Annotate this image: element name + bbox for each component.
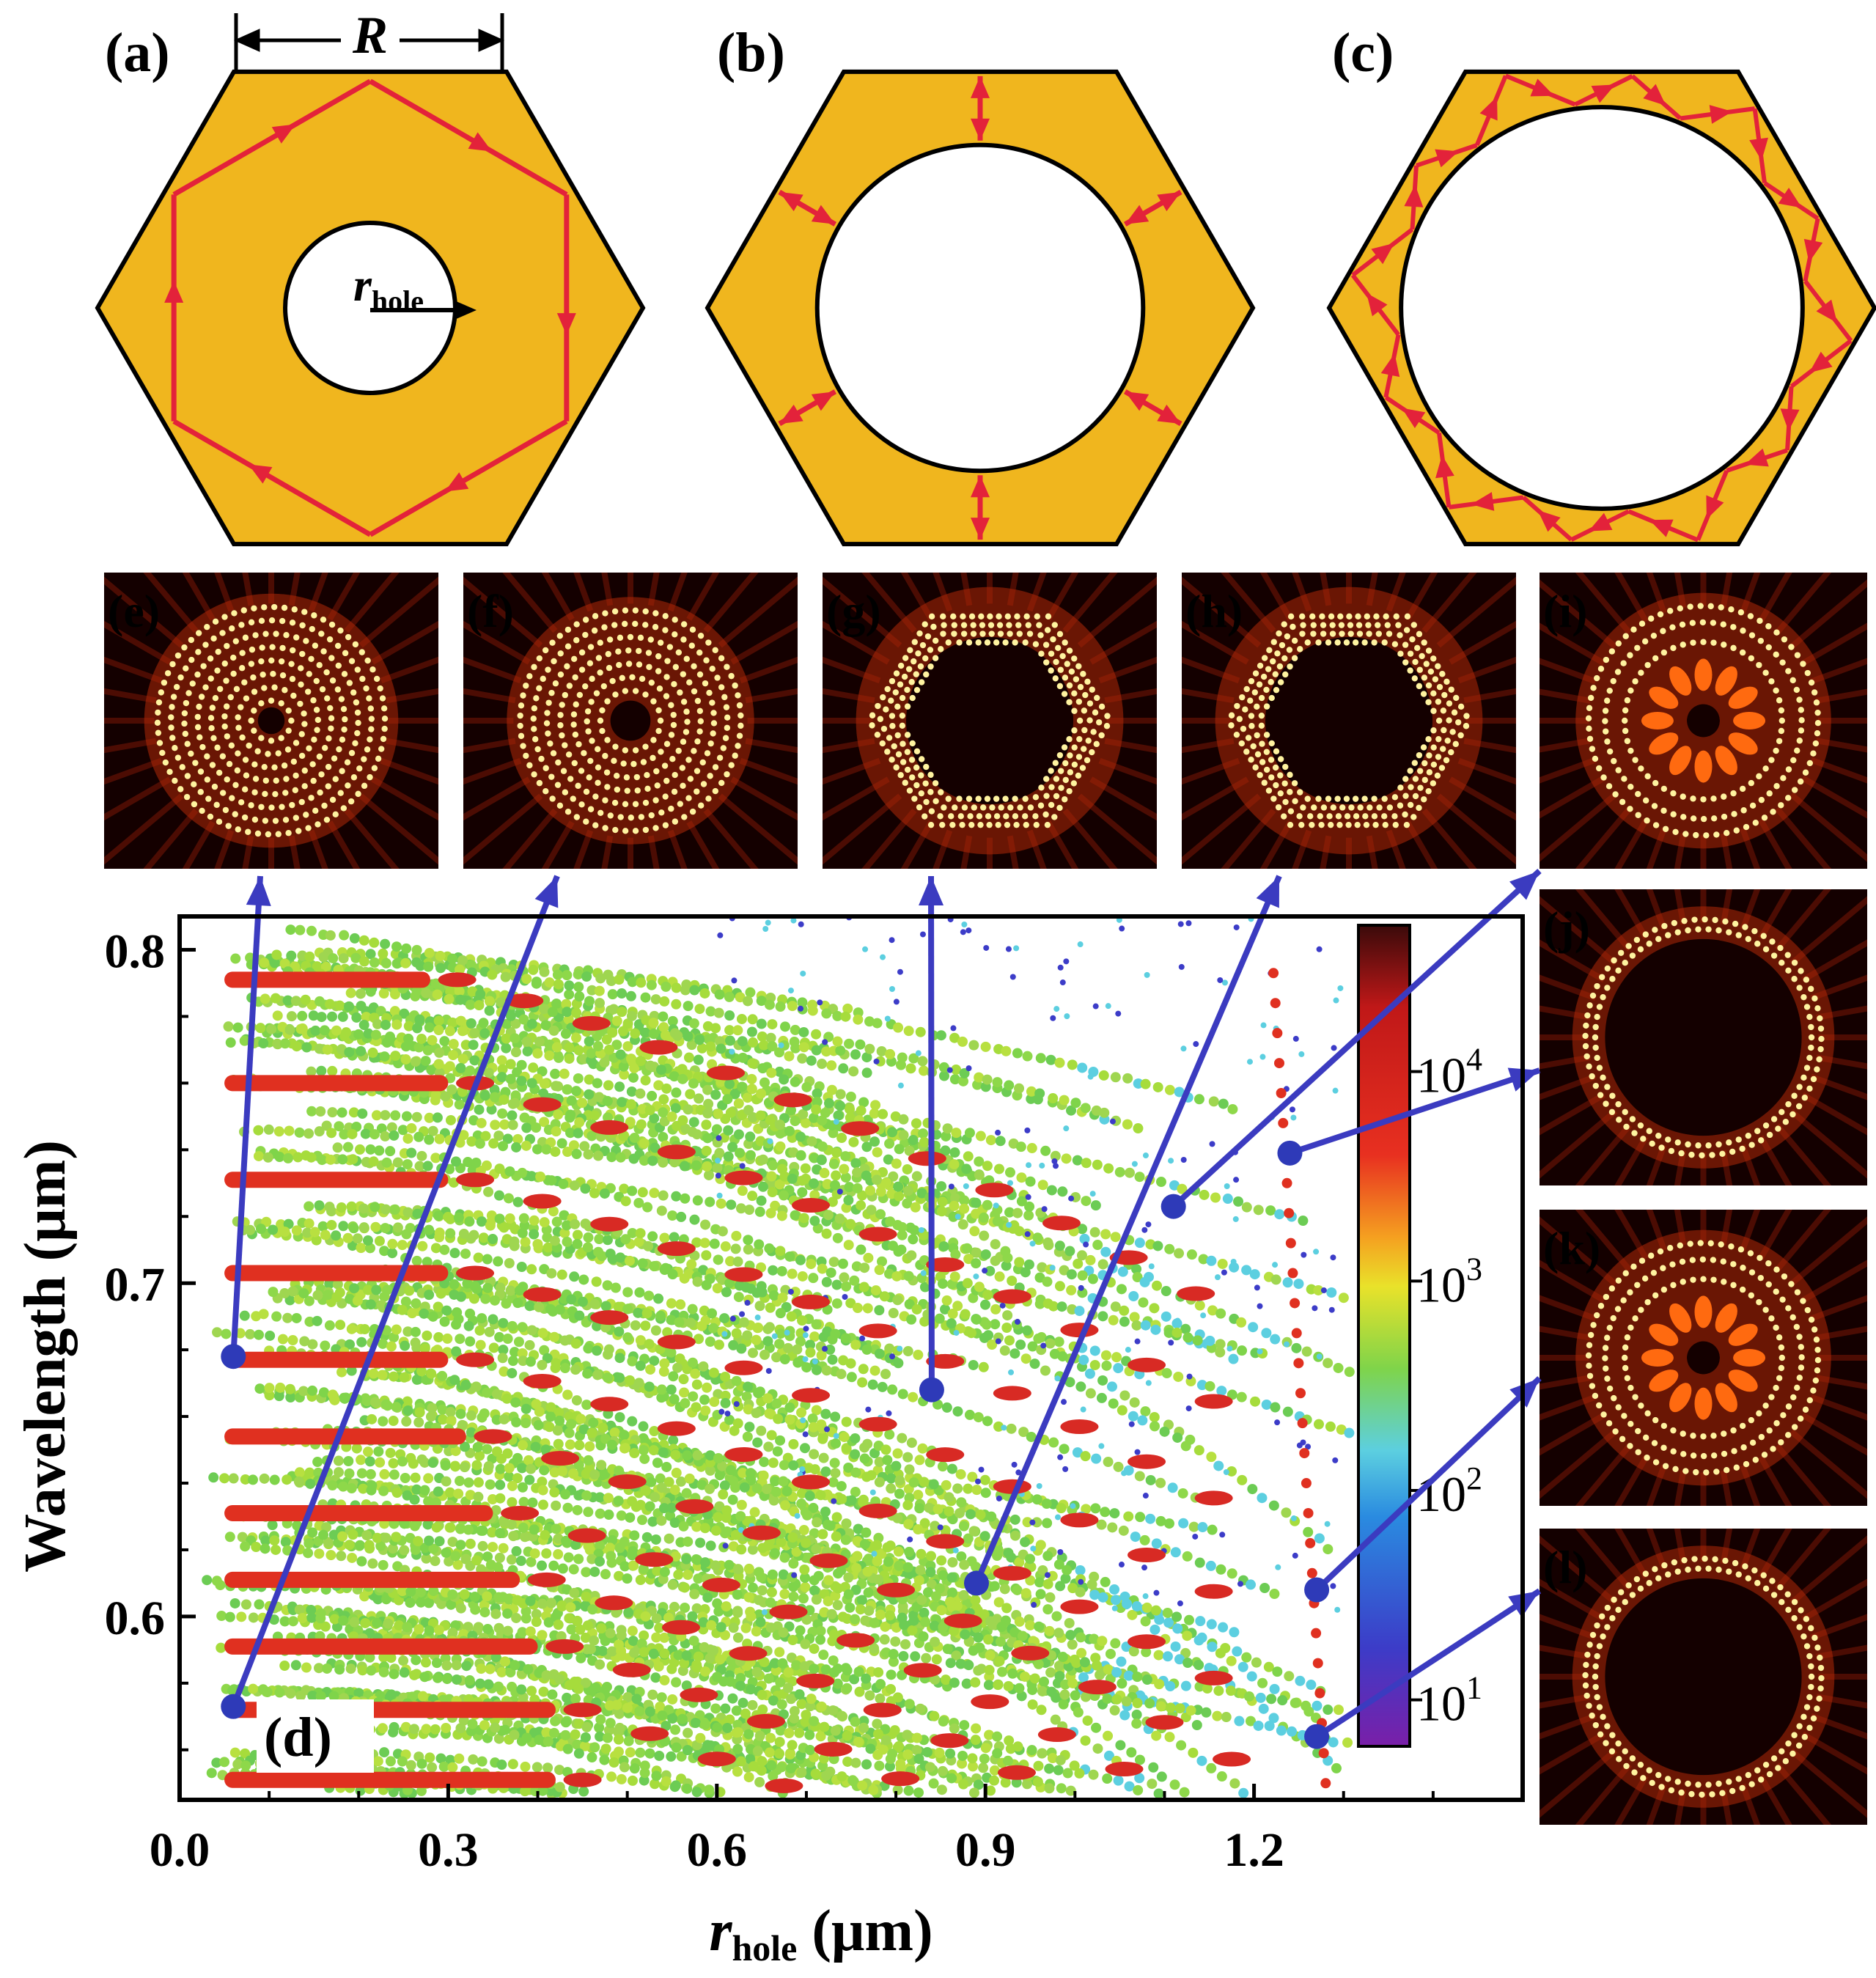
annotated-point: [919, 1377, 944, 1402]
panel-label-a: (a): [105, 22, 170, 84]
y-tick-label: 0.7: [105, 1258, 166, 1312]
panel-d-label-bg: [257, 1699, 374, 1773]
panel-label-i: (i): [1543, 585, 1587, 637]
panel-label-b: (b): [717, 22, 785, 84]
rhole-marker: rhole: [353, 259, 477, 320]
schematic-b: [705, 69, 1256, 547]
panel-label-e: (e): [108, 585, 160, 637]
scatter-data: [202, 916, 1355, 1800]
annotation-arrow: [974, 875, 1282, 1585]
annotation-arrow: [1171, 869, 1542, 1209]
r-label: R: [352, 6, 388, 65]
axis-ticks: 0.0 0.3 0.6 0.9 1.2 0.6 0.7 0.8: [105, 924, 1435, 1877]
annotated-point: [1160, 1194, 1186, 1219]
mode-profile-k: [1540, 1210, 1867, 1506]
annotated-point: [221, 1694, 246, 1719]
annotated-point: [1304, 1577, 1330, 1603]
panel-label-d: (d): [264, 1707, 332, 1768]
x-tick-label: 0.6: [687, 1823, 748, 1877]
plot-frame: [177, 914, 1525, 1802]
panel-label-k: (k): [1543, 1222, 1600, 1274]
mode-profile-j: [1540, 889, 1867, 1185]
mode-profile-l: [1540, 1529, 1867, 1825]
mode-profile-e: [104, 573, 438, 869]
y-tick-label: 0.6: [105, 1592, 166, 1645]
annotation-arrow: [928, 875, 935, 1390]
x-tick-label: 1.2: [1224, 1823, 1284, 1877]
x-axis-label: rhole (μm): [709, 1899, 933, 1968]
panel-label-g: (g): [826, 585, 881, 637]
annotation-arrow: [1289, 1067, 1541, 1156]
annotation-arrow: [230, 875, 263, 1357]
panel-label-c: (c): [1332, 22, 1394, 84]
panel-label-h: (h): [1185, 585, 1243, 637]
annotated-point: [221, 1344, 246, 1369]
r-dimension-marker: [233, 13, 505, 72]
colorbar-tick-label: 104: [1416, 1042, 1482, 1103]
x-tick-label: 0.0: [150, 1823, 210, 1877]
x-tick-label: 0.3: [418, 1823, 479, 1877]
mode-profile-i: [1540, 573, 1867, 869]
schematic-c: [1326, 69, 1876, 547]
annotated-point: [1304, 1724, 1330, 1749]
x-tick-label: 0.9: [955, 1823, 1016, 1877]
colorbar: [1357, 924, 1411, 1748]
panel-label-j: (j): [1543, 902, 1590, 954]
panel-label-l: (l): [1543, 1541, 1587, 1593]
panel-label-f: (f): [467, 585, 514, 637]
mode-profile-h: [1182, 573, 1516, 869]
colorbar-tick-label: 103: [1416, 1251, 1482, 1312]
annotated-point: [963, 1570, 989, 1596]
annotation-arrow: [1314, 1376, 1542, 1592]
colorbar-tick-label: 101: [1416, 1670, 1482, 1732]
mode-profile-f: [463, 573, 798, 869]
y-tick-label: 0.8: [105, 924, 166, 978]
annotated-point: [1277, 1140, 1303, 1166]
annotation-arrow: [1314, 1588, 1542, 1739]
y-axis-label: Wavelength (μm): [13, 1140, 78, 1573]
mode-profile-g: [823, 573, 1157, 869]
annotation-arrow: [230, 875, 560, 1708]
